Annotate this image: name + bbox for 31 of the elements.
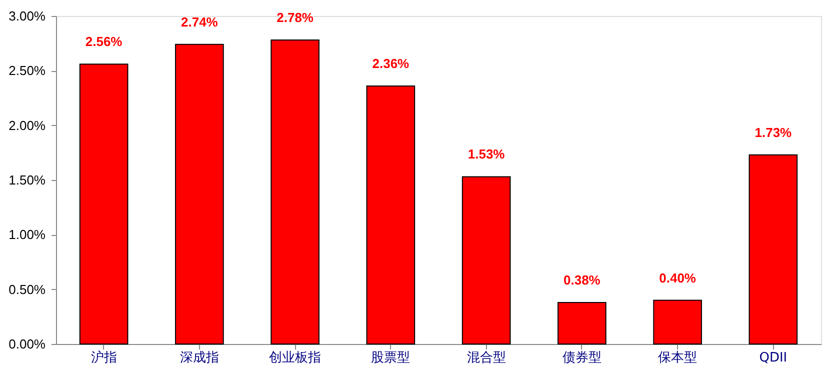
data-label: 2.56% xyxy=(85,34,123,50)
data-label: 2.36% xyxy=(372,56,410,71)
bar xyxy=(748,154,798,344)
y-tick-label: 2.50% xyxy=(8,63,46,78)
bar xyxy=(558,302,606,344)
bar xyxy=(462,176,511,344)
bar xyxy=(366,85,416,344)
data-label: 1.53% xyxy=(468,146,506,162)
data-label: 0.40% xyxy=(659,270,696,286)
bar xyxy=(653,300,702,344)
x-tick-label: 保本型 xyxy=(658,350,698,366)
x-tick-label: 创业板指 xyxy=(269,350,322,366)
x-tick-label: 债券型 xyxy=(562,350,602,366)
y-tick-label: 2.00% xyxy=(8,118,46,133)
x-tick-label: 沪指 xyxy=(90,350,117,366)
data-label: 2.74% xyxy=(181,14,218,30)
data-label: 2.78% xyxy=(276,10,314,26)
bar xyxy=(270,40,320,344)
y-tick-label: 3.00% xyxy=(8,8,46,24)
bar xyxy=(175,44,224,344)
data-label: 0.38% xyxy=(564,272,601,288)
x-tick-label: QDII xyxy=(759,350,788,366)
y-tick-label: 1.00% xyxy=(8,227,46,242)
y-tick-label: 0.50% xyxy=(8,282,46,297)
x-tick-label: 深成指 xyxy=(180,350,219,366)
bar xyxy=(79,64,128,344)
y-tick-label: 0.00% xyxy=(8,336,46,352)
x-tick-label: 混合型 xyxy=(466,350,506,366)
x-tick-label: 股票型 xyxy=(371,350,410,366)
data-label: 1.73% xyxy=(754,124,792,140)
y-tick-label: 1.50% xyxy=(8,172,46,188)
